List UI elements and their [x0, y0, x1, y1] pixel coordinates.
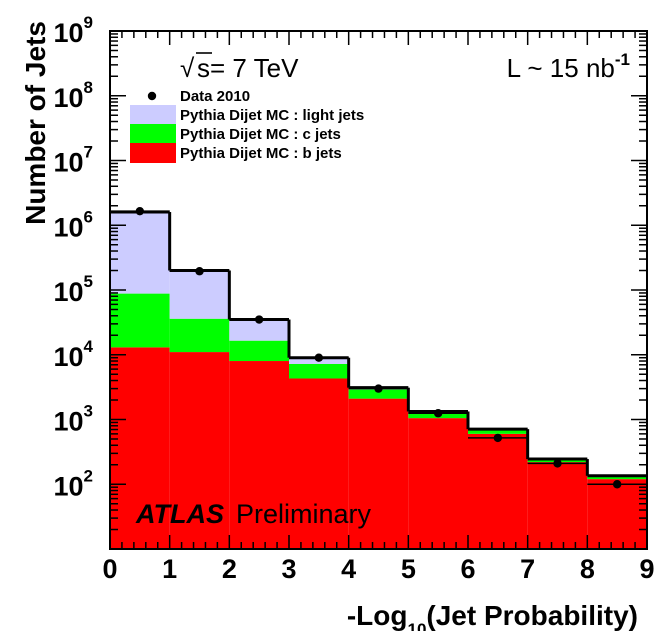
bar-b-jets-bin-3: [289, 378, 349, 549]
legend-swatch-light-jets: [130, 105, 176, 125]
data-point-5: [433, 409, 443, 418]
x-tick-label: 8: [580, 554, 595, 584]
y-tick-label: 102: [53, 466, 93, 501]
x-axis-title-subscript: 10: [407, 620, 426, 631]
bar-light-jets-bin-2: [229, 319, 289, 341]
data-point-7: [553, 459, 562, 468]
y-tick-base: 10: [53, 83, 83, 113]
legend-label-b-jets: Pythia Dijet MC : b jets: [180, 145, 342, 162]
legend-label-light-jets: Pythia Dijet MC : light jets: [180, 107, 364, 124]
y-tick-exponent: 2: [84, 466, 93, 485]
legend-label-data: Data 2010: [180, 88, 250, 105]
legend-swatch-c-jets: [130, 124, 176, 144]
bar-c-jets-bin-4: [348, 389, 409, 399]
atlas-preliminary-label: ATLAS Preliminary: [135, 499, 372, 529]
bar-b-jets-bin-1: [169, 352, 230, 549]
y-tick-base: 10: [53, 277, 83, 307]
x-axis-ticks: 0 1 2 3 4 5 6 7 8 9: [102, 31, 654, 584]
y-tick-exponent: 9: [84, 13, 93, 32]
bar-light-jets-bin-1: [169, 270, 230, 319]
sqrt-symbol: √: [180, 53, 195, 83]
legend: Data 2010 Pythia Dijet MC : light jets Pyt…: [130, 88, 364, 163]
bar-b-jets-bin-2: [229, 361, 289, 549]
legend-swatch-b-jets: [130, 143, 176, 163]
y-tick-base: 10: [53, 342, 83, 372]
y-tick-exponent: 3: [84, 402, 93, 421]
bar-c-jets-bin-3: [289, 363, 349, 379]
preliminary-label: Preliminary: [236, 499, 372, 529]
luminosity-value: L ~ 15 nb: [507, 53, 615, 83]
y-tick-label: 106: [53, 207, 93, 242]
y-tick-base: 10: [53, 407, 83, 437]
x-axis-title-prefix: -Log: [347, 600, 408, 631]
luminosity-exponent: -1: [615, 50, 630, 69]
bar-b-jets-bin-7: [527, 462, 588, 549]
bar-b-jets-bin-6: [468, 433, 528, 549]
energy-label: s= 7 TeV: [197, 53, 299, 83]
bar-light-jets-bin-0: [110, 212, 170, 294]
y-tick-exponent: 6: [84, 207, 93, 226]
x-tick-label: 3: [281, 554, 296, 584]
y-tick-label: 105: [53, 272, 93, 307]
data-point-6: [493, 433, 503, 443]
y-tick-exponent: 5: [84, 272, 93, 291]
x-tick-label: 4: [341, 554, 356, 584]
y-tick-label: 107: [53, 143, 93, 178]
x-tick-label: 5: [401, 554, 416, 584]
y-tick-label: 108: [53, 78, 93, 113]
data-point-8: [612, 480, 622, 489]
y-tick-exponent: 8: [84, 78, 93, 97]
y-tick-base: 10: [53, 471, 83, 501]
legend-label-c-jets: Pythia Dijet MC : c jets: [180, 126, 341, 143]
data-point-0: [135, 206, 145, 216]
bar-c-jets-bin-2: [229, 340, 289, 362]
y-tick-base: 10: [53, 212, 83, 242]
bar-b-jets-bin-4: [348, 398, 409, 549]
x-tick-label: 2: [222, 554, 237, 584]
y-axis-title: Number of Jets: [20, 21, 51, 225]
x-tick-label: 6: [460, 554, 475, 584]
y-tick-label: 109: [53, 13, 93, 48]
data-point-2: [254, 315, 264, 324]
legend-marker-data: [147, 91, 157, 101]
data-points: [110, 206, 647, 489]
y-tick-exponent: 4: [84, 337, 94, 356]
y-tick-base: 10: [53, 148, 83, 178]
data-point-4: [374, 384, 383, 393]
energy-annotation: √ s= 7 TeV: [180, 52, 299, 83]
bar-c-jets-bin-8: [587, 476, 647, 480]
bar-c-jets-bin-6: [468, 429, 528, 434]
x-tick-label: 7: [520, 554, 535, 584]
x-tick-label: 0: [102, 554, 117, 584]
x-tick-label: 9: [639, 554, 654, 584]
atlas-label: ATLAS: [135, 499, 224, 529]
bar-c-jets-bin-0: [110, 293, 170, 348]
x-tick-label: 1: [162, 554, 177, 584]
x-axis-title: -Log10(Jet Probability): [347, 600, 638, 631]
data-point-1: [195, 267, 204, 276]
data-point-3: [314, 353, 324, 362]
bar-b-jets-bin-5: [408, 418, 468, 549]
bar-b-jets-bin-0: [110, 347, 170, 549]
y-tick-label: 104: [53, 337, 93, 372]
luminosity-label: L ~ 15 nb-1: [507, 50, 630, 83]
histogram-bars: [110, 212, 647, 549]
y-tick-base: 10: [53, 18, 83, 48]
x-axis-title-suffix: (Jet Probability): [426, 600, 638, 631]
y-tick-label: 103: [53, 402, 93, 437]
bar-b-jets-bin-8: [587, 479, 647, 549]
bar-c-jets-bin-1: [169, 318, 230, 353]
y-tick-exponent: 7: [84, 143, 93, 162]
